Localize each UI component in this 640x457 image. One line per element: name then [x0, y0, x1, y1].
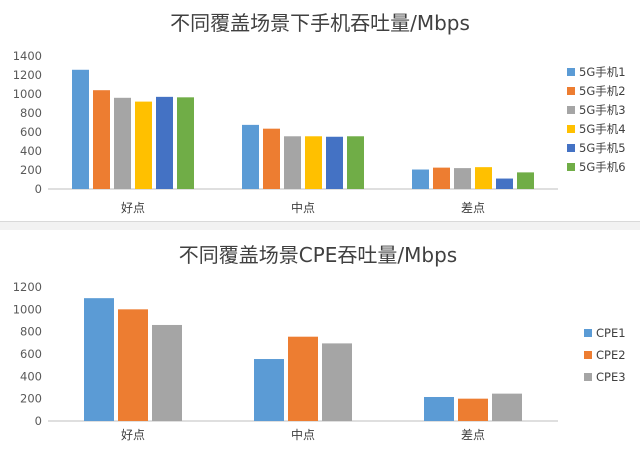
bar [347, 136, 364, 189]
bar [254, 359, 284, 421]
legend-swatch [567, 87, 575, 95]
bar [84, 298, 114, 421]
legend-label: CPE2 [596, 348, 626, 362]
legend-swatch [567, 144, 575, 152]
bar [517, 172, 534, 189]
legend-swatch [567, 68, 575, 76]
bar [433, 167, 450, 189]
cpe-throughput-chart-panel: 不同覆盖场景CPE吞吐量/Mbps 0 200 400 600 800 1000 1200 好… [0, 230, 640, 457]
bar [305, 136, 322, 189]
y-tick-label: 0 [35, 414, 42, 428]
phone-throughput-plot: 0 200 400 600 800 1000 1200 1400 好点 中点 差点 5G手机1 5G手机… [13, 49, 626, 215]
bar [93, 90, 110, 189]
legend-swatch [567, 125, 575, 133]
legend-swatch [584, 329, 592, 337]
bar [458, 398, 488, 421]
legend-label: 5G手机3 [579, 103, 626, 117]
chart-title: 不同覆盖场景下手机吞吐量/Mbps [170, 11, 470, 35]
bar [454, 168, 471, 189]
bar [284, 136, 301, 189]
cpe-throughput-chart: 不同覆盖场景CPE吞吐量/Mbps 0 200 400 600 800 1000 1200 好… [13, 243, 626, 442]
bar [177, 97, 194, 189]
legend-swatch [584, 373, 592, 381]
legend-swatch [584, 351, 592, 359]
x-category-label: 好点 [121, 428, 145, 442]
y-tick-label: 800 [20, 106, 42, 120]
chart-divider [0, 222, 640, 230]
legend-label: 5G手机2 [579, 84, 626, 98]
y-tick-label: 600 [20, 347, 42, 361]
legend-label: 5G手机6 [579, 160, 626, 174]
legend-label: 5G手机4 [579, 122, 626, 136]
bar [152, 324, 182, 421]
bar [412, 169, 429, 189]
bar [118, 309, 148, 421]
bar [424, 396, 454, 421]
y-tick-label: 1400 [13, 49, 42, 63]
bar [135, 101, 152, 189]
y-tick-label: 200 [20, 163, 42, 177]
y-tick-label: 800 [20, 325, 42, 339]
y-tick-label: 1200 [13, 280, 42, 294]
legend-label: CPE1 [596, 326, 626, 340]
y-tick-label: 400 [20, 144, 42, 158]
bar [288, 336, 318, 421]
phone-throughput-chart-panel: 不同覆盖场景下手机吞吐量/Mbps 0 200 400 600 800 1000 1200 1… [0, 0, 640, 222]
legend-label: 5G手机5 [579, 141, 626, 155]
x-category-label: 中点 [291, 200, 315, 215]
bar [242, 124, 259, 189]
phone-throughput-chart: 不同覆盖场景下手机吞吐量/Mbps 0 200 400 600 800 1000 1200 1… [13, 11, 626, 215]
bar [263, 128, 280, 189]
cpe-throughput-plot: 0 200 400 600 800 1000 1200 好点 中点 差点 CPE1 CPE2 CPE3 [13, 280, 626, 442]
y-tick-label: 1000 [13, 302, 42, 316]
y-tick-label: 1000 [13, 87, 42, 101]
bar [72, 69, 89, 189]
y-tick-label: 400 [20, 369, 42, 383]
bar [322, 343, 352, 421]
chart-title: 不同覆盖场景CPE吞吐量/Mbps [179, 243, 457, 267]
x-category-label: 差点 [461, 201, 485, 215]
y-tick-label: 600 [20, 125, 42, 139]
legend-swatch [567, 163, 575, 171]
legend-label: CPE3 [596, 370, 626, 384]
y-tick-label: 0 [35, 182, 42, 196]
legend-swatch [567, 106, 575, 114]
legend-label: 5G手机1 [579, 65, 626, 79]
bar [496, 178, 513, 189]
bar [156, 96, 173, 189]
bar [492, 393, 522, 421]
bar [326, 136, 343, 189]
bar [114, 97, 131, 189]
x-category-label: 差点 [461, 428, 485, 442]
y-tick-label: 1200 [13, 68, 42, 82]
bar [475, 167, 492, 189]
x-category-label: 好点 [121, 201, 145, 215]
y-tick-label: 200 [20, 392, 42, 406]
x-category-label: 中点 [291, 427, 315, 442]
